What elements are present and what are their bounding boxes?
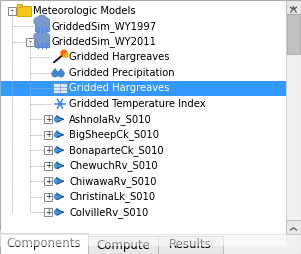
Polygon shape (55, 208, 59, 212)
Polygon shape (55, 162, 59, 165)
Text: Gridded Temperature Index: Gridded Temperature Index (69, 99, 206, 109)
Circle shape (52, 71, 58, 77)
Polygon shape (55, 146, 59, 150)
Polygon shape (53, 69, 57, 73)
Text: ColvilleRv_S010: ColvilleRv_S010 (69, 207, 148, 218)
Circle shape (54, 132, 60, 137)
Polygon shape (55, 193, 59, 196)
Text: ChiwawaRv_S010: ChiwawaRv_S010 (69, 176, 157, 187)
Circle shape (54, 148, 60, 153)
Bar (26, 38, 34, 46)
Bar (53, 83, 67, 93)
Text: +: + (45, 161, 51, 170)
Text: ❯: ❯ (290, 224, 297, 230)
Text: BonaparteCk_S010: BonaparteCk_S010 (69, 145, 164, 156)
Circle shape (58, 71, 64, 77)
Circle shape (54, 117, 60, 122)
Bar (44, 177, 52, 185)
Bar (158, 236, 223, 254)
Text: Components: Components (7, 237, 81, 250)
Bar (8, 7, 16, 15)
Polygon shape (59, 69, 63, 73)
Polygon shape (55, 177, 59, 181)
Bar (286, 0, 301, 14)
Circle shape (34, 33, 42, 41)
Circle shape (54, 163, 60, 168)
Text: BigSheepCk_S010: BigSheepCk_S010 (69, 129, 159, 140)
Text: ChristinaLk_S010: ChristinaLk_S010 (69, 191, 155, 202)
Bar (35, 37, 49, 47)
Text: +: + (45, 192, 51, 201)
Bar (0, 234, 301, 254)
Text: Meteorologic Models: Meteorologic Models (33, 6, 136, 16)
Bar (44, 208, 52, 216)
Circle shape (42, 18, 49, 25)
Circle shape (61, 50, 67, 56)
Bar (17, 4, 22, 7)
Circle shape (37, 15, 47, 25)
Circle shape (54, 210, 60, 215)
Circle shape (59, 103, 61, 105)
Text: ChewuchRv_S010: ChewuchRv_S010 (69, 160, 158, 171)
Bar (44, 193, 52, 201)
Circle shape (37, 31, 47, 41)
Text: GriddedSim_WY1997: GriddedSim_WY1997 (51, 21, 156, 32)
Text: -: - (29, 37, 31, 46)
Bar (35, 21, 49, 31)
Text: GriddedSim_WY2011: GriddedSim_WY2011 (51, 36, 156, 47)
Text: Gridded Hargreaves: Gridded Hargreaves (69, 52, 169, 62)
Text: AshnolaRv_S010: AshnolaRv_S010 (69, 114, 152, 125)
Bar (44, 146, 52, 154)
Text: +: + (45, 130, 51, 139)
Bar (287, 14, 300, 54)
Text: +: + (45, 146, 51, 155)
Bar (286, 0, 301, 234)
Text: +: + (45, 177, 51, 186)
Bar (0, 233, 88, 254)
Text: ❮: ❮ (290, 3, 297, 9)
Text: Compute: Compute (96, 239, 150, 251)
Bar (286, 220, 301, 234)
Text: +: + (45, 208, 51, 217)
Text: -: - (11, 6, 13, 15)
Bar (44, 162, 52, 170)
Bar (44, 131, 52, 139)
Text: Gridded Precipitation: Gridded Precipitation (69, 68, 175, 78)
Text: Gridded Hargreaves: Gridded Hargreaves (69, 83, 169, 93)
Circle shape (54, 179, 60, 184)
Polygon shape (55, 115, 59, 119)
Circle shape (42, 33, 49, 40)
Circle shape (54, 194, 60, 199)
Bar (17, 6, 31, 16)
Circle shape (34, 17, 42, 25)
Bar (0, 230, 286, 246)
Circle shape (64, 53, 68, 57)
Text: Results: Results (169, 239, 212, 251)
Polygon shape (55, 131, 59, 134)
Bar (0, 81, 286, 96)
Text: +: + (45, 115, 51, 124)
Bar (88, 236, 158, 254)
Bar (44, 115, 52, 123)
